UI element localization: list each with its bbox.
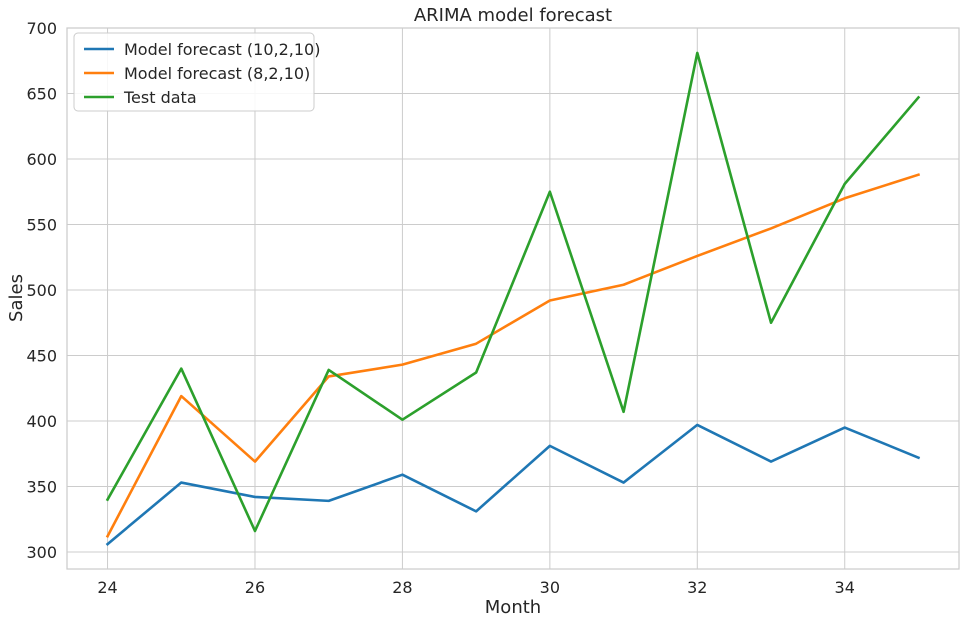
y-axis-label: Sales [6, 274, 27, 322]
y-tick-label: 700 [26, 19, 57, 38]
legend-label: Model forecast (8,2,10) [124, 64, 310, 83]
y-tick-label: 300 [26, 543, 57, 562]
x-tick-label: 28 [392, 578, 412, 597]
legend-items: Model forecast (10,2,10) Model forecast (… [84, 40, 320, 107]
y-tick-label: 600 [26, 150, 57, 169]
y-tick-label: 400 [26, 412, 57, 431]
y-tick-label: 650 [26, 84, 57, 103]
x-tick-label: 26 [245, 578, 265, 597]
legend-label: Test data [123, 88, 197, 107]
y-tick-label: 450 [26, 346, 57, 365]
y-tick-label: 500 [26, 281, 57, 300]
x-axis-label: Month [485, 597, 541, 618]
plot-frame [66, 27, 960, 570]
y-axis-ticks: 300 350 400 450 500 550 600 650 700 [26, 19, 57, 562]
series-line-1 [105, 423, 921, 546]
legend: Model forecast (10,2,10) Model forecast (… [73, 32, 320, 112]
y-tick-label: 350 [26, 477, 57, 496]
legend-label: Model forecast (10,2,10) [124, 40, 320, 59]
x-tick-label: 34 [835, 578, 855, 597]
series-line-2 [105, 173, 921, 539]
x-tick-label: 24 [97, 578, 117, 597]
x-tick-label: 32 [687, 578, 707, 597]
y-tick-label: 550 [26, 215, 57, 234]
legend-box [73, 32, 315, 112]
x-tick-label: 30 [540, 578, 560, 597]
series-line-3 [105, 51, 921, 533]
series-lines [105, 51, 921, 546]
x-axis-ticks: 24 26 28 30 32 34 [97, 578, 855, 597]
chart-title: ARIMA model forecast [414, 5, 612, 26]
grid [67, 27, 959, 569]
